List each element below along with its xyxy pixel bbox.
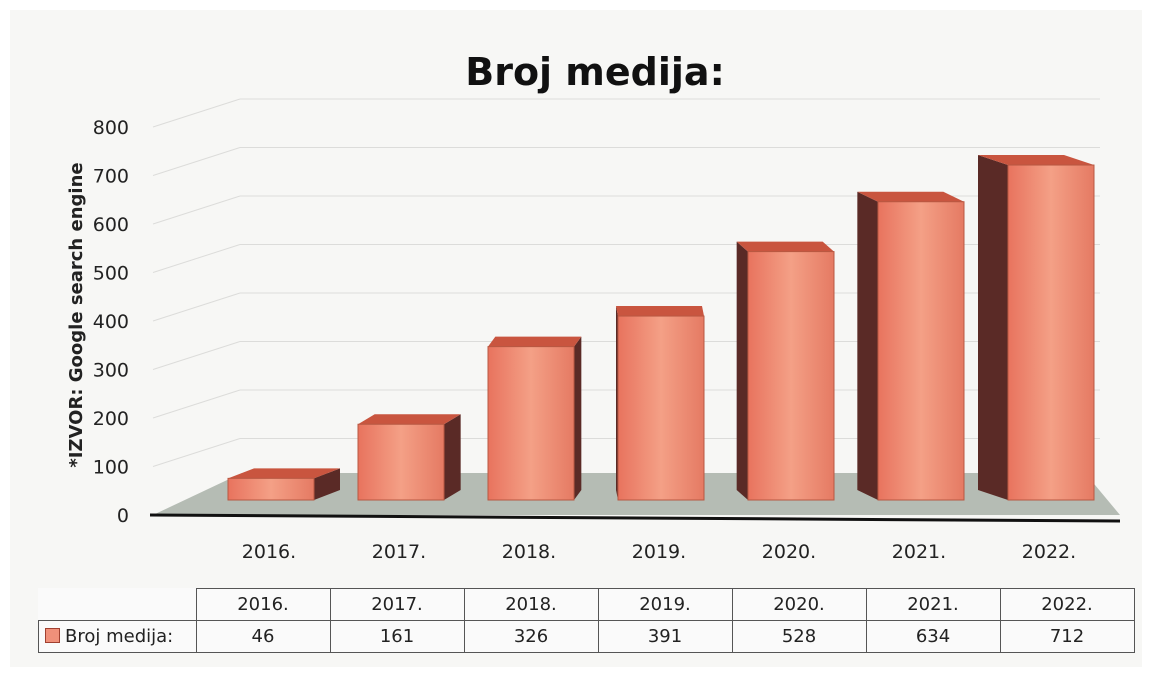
table-header-cell: 2016. [195, 588, 331, 621]
y-tick-label: 800 [93, 117, 129, 139]
y-tick-label: 300 [93, 360, 129, 382]
x-axis-labels: 2016. 2017. 2018. 2019. 2020. 2021. 2022. [242, 541, 1076, 563]
table-cell: 326 [463, 620, 599, 653]
table-header-row: 2016. 2017. 2018. 2019. 2020. 2021. 2022. [38, 588, 1135, 621]
bar-side [736, 241, 748, 500]
y-axis-label: *IZVOR: Google search engine [66, 162, 87, 467]
bar-front [617, 315, 705, 501]
table-row: Broj medija: 46 161 326 391 528 634 712 [38, 620, 1135, 653]
bar [616, 306, 705, 501]
table-header-cell: 2022. [999, 588, 1135, 621]
y-tick-label: 100 [93, 457, 129, 479]
x-tick-label: 2018. [502, 541, 556, 563]
gridline [152, 341, 241, 370]
y-tick-label: 600 [93, 214, 129, 236]
x-tick-label: 2019. [632, 541, 686, 563]
bar [736, 241, 835, 501]
table-row-header: Broj medija: [38, 620, 197, 653]
bar-front [1007, 164, 1095, 501]
x-tick-label: 2021. [892, 541, 946, 563]
table-corner [38, 588, 197, 621]
bar-top [488, 336, 582, 347]
bar [227, 468, 340, 501]
bar-top [358, 414, 461, 425]
table-header-cell: 2018. [463, 588, 599, 621]
y-tick-label: 0 [117, 505, 129, 527]
y-tick-label: 500 [93, 263, 129, 285]
table-cell: 712 [999, 620, 1135, 653]
chart-title: Broj medija: [465, 50, 725, 94]
bar-side [978, 155, 1008, 500]
bar-top [857, 191, 964, 202]
gridline [152, 98, 241, 128]
bar-top [978, 155, 1094, 166]
gridline [152, 244, 241, 273]
table-cell: 46 [195, 620, 331, 653]
bar [978, 155, 1095, 501]
y-axis-ticks: 0 100 200 300 400 500 600 700 800 [93, 117, 129, 527]
gridline [152, 389, 241, 419]
y-tick-label: 400 [93, 311, 129, 333]
y-tick-label: 200 [93, 408, 129, 430]
gridline [152, 147, 241, 176]
table-cell: 161 [329, 620, 465, 653]
x-tick-label: 2020. [762, 541, 816, 563]
gridline [152, 292, 241, 322]
chart-slide: Broj medija: *IZVOR: Google search engin… [10, 10, 1142, 667]
bar-side [857, 191, 878, 501]
bar-side [574, 336, 582, 500]
gridline [152, 438, 241, 467]
table-cell: 391 [597, 620, 733, 653]
table-cell: 528 [731, 620, 867, 653]
x-tick-label: 2022. [1022, 541, 1076, 563]
table-cell: 634 [865, 620, 1001, 653]
bar-front [877, 201, 965, 501]
bar-front [487, 346, 575, 501]
bar [857, 191, 965, 501]
legend-swatch [45, 628, 60, 643]
bar-front [357, 423, 445, 501]
bar-front [227, 477, 315, 501]
bar-top [616, 306, 704, 317]
x-tick-label: 2017. [372, 541, 426, 563]
gridline [152, 195, 241, 225]
table-header-cell: 2021. [865, 588, 1001, 621]
bar [357, 414, 461, 501]
y-tick-label: 700 [93, 166, 129, 188]
x-axis-line [149, 513, 1121, 523]
series-name: Broj medija: [65, 626, 174, 647]
table-header-cell: 2020. [731, 588, 867, 621]
table-header-cell: 2017. [329, 588, 465, 621]
bar [487, 336, 582, 501]
bar-front [747, 251, 835, 501]
x-tick-label: 2016. [242, 541, 296, 563]
data-table: 2016. 2017. 2018. 2019. 2020. 2021. 2022. Broj… [38, 588, 1135, 653]
bar-side [444, 414, 461, 500]
bars [227, 155, 1095, 501]
table-header-cell: 2019. [597, 588, 733, 621]
chart-canvas: Broj medija: *IZVOR: Google search engin… [66, 50, 1121, 563]
bar-side [314, 468, 340, 500]
bar-top [228, 468, 340, 479]
bar-top [736, 241, 834, 252]
